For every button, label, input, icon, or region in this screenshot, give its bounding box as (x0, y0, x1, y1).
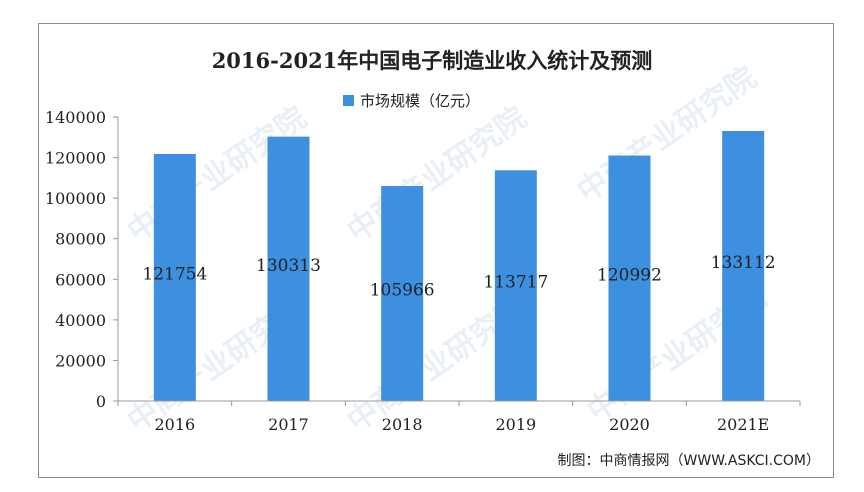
y-tick-label: 60000 (55, 270, 106, 289)
x-tick-label: 2021E (717, 415, 769, 434)
bars (153, 130, 765, 402)
data-labels: 121754 130313 105966 113717 120992 133112 (142, 253, 775, 301)
y-axis: 0 20000 40000 60000 80000 100000 120000 140000 (45, 108, 119, 411)
x-tick-label: 2020 (609, 415, 650, 434)
x-tick-label: 2016 (154, 415, 195, 434)
y-tick-label: 0 (96, 392, 106, 411)
legend-label: 市场规模（亿元） (360, 92, 480, 110)
x-tick-label: 2017 (268, 415, 309, 434)
data-label: 130313 (256, 256, 321, 276)
y-tick-label: 80000 (55, 230, 106, 249)
data-label: 121754 (142, 265, 207, 285)
legend-swatch (343, 95, 354, 106)
x-axis: 2016 2017 2018 2019 2020 2021E (117, 400, 801, 434)
data-label: 120992 (597, 265, 662, 285)
x-tick-label: 2018 (382, 415, 423, 434)
y-tick-label: 120000 (45, 149, 106, 168)
x-tick-label: 2019 (495, 415, 536, 434)
bar (608, 155, 651, 401)
bar (494, 170, 537, 401)
y-tick-label: 140000 (45, 108, 106, 127)
y-tick-label: 40000 (55, 311, 106, 330)
bar (267, 136, 310, 402)
legend: 市场规模（亿元） (343, 92, 480, 110)
data-label: 113717 (483, 273, 548, 293)
data-label: 133112 (711, 253, 776, 273)
bar (153, 154, 196, 401)
source-note: 制图：中商情报网（WWW.ASKCI.COM） (558, 453, 820, 469)
y-tick-label: 20000 (55, 351, 106, 370)
bar (381, 186, 424, 401)
chart-title: 2016-2021年中国电子制造业收入统计及预测 (212, 48, 653, 73)
bar (722, 130, 765, 402)
y-tick-label: 100000 (45, 189, 106, 208)
data-label: 105966 (370, 281, 435, 301)
